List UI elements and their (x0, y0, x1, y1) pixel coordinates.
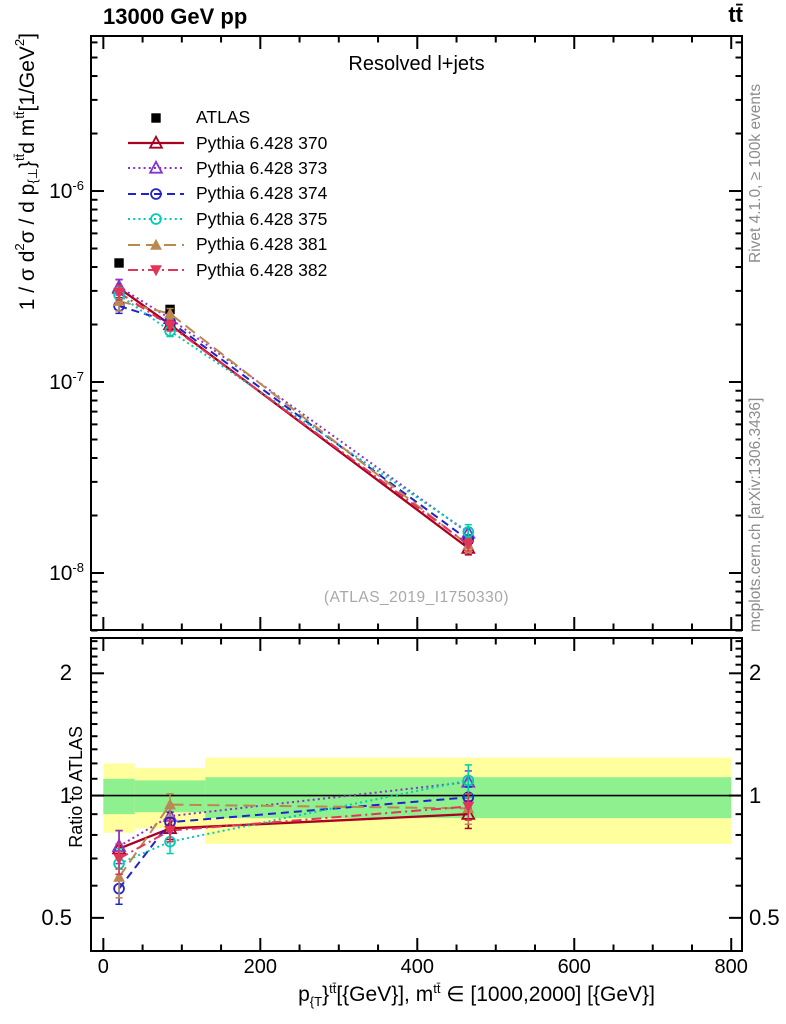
ratio-y-tick-label-left: 1 (59, 782, 72, 808)
main-y-tick-label: 10-8 (49, 560, 84, 585)
legend-label: Pythia 6.428 375 (196, 208, 328, 229)
legend-marker-4 (128, 213, 184, 226)
legend-marker-2 (128, 160, 184, 175)
legend-label: Pythia 6.428 374 (196, 183, 328, 204)
x-tick-label: 600 (557, 956, 591, 978)
mcplots-reference-note: mcplots.cern.ch [arXiv:1306.3436] (747, 397, 764, 632)
legend-marker-6 (128, 265, 184, 277)
legend-label: Pythia 6.428 381 (196, 234, 328, 255)
ratio-y-tick-label-left: 0.5 (41, 904, 72, 930)
ratio-y-tick-label-right: 0.5 (749, 904, 780, 930)
legend-label: ATLAS (196, 107, 251, 128)
x-tick-label: 0 (97, 956, 109, 978)
process-title: tt̄ (728, 2, 743, 27)
legend-item-pythia-6-428-374: Pythia 6.428 374 (127, 181, 327, 206)
legend-item-pythia-6-428-382: Pythia 6.428 382 (127, 257, 327, 282)
x-axis-label: p{T}tt̄[{GeV}], mtt̄ ∈ [1000,2000] [{GeV… (298, 981, 655, 1010)
plot-subtitle: Resolved l+jets (348, 53, 485, 75)
legend-label: Pythia 6.428 373 (196, 157, 328, 178)
legend-label: Pythia 6.428 382 (196, 259, 328, 280)
x-tick-label: 200 (243, 956, 277, 978)
legend-marker-5 (128, 238, 184, 250)
x-tick-label: 800 (714, 956, 748, 978)
ratio-plot-canvas (90, 637, 743, 952)
legend-marker-0 (151, 112, 161, 123)
legend: ATLAS Pythia 6.428 370 Pythia 6.428 373 Pyt… (127, 105, 327, 283)
beam-energy-title: 13000 GeV pp (103, 4, 248, 29)
ratio-y-tick-label-right: 2 (749, 660, 762, 686)
legend-item-atlas: ATLAS (127, 105, 327, 130)
legend-item-pythia-6-428-381: Pythia 6.428 381 (127, 232, 327, 257)
legend-label: Pythia 6.428 370 (196, 132, 328, 153)
legend-marker-1 (128, 134, 184, 149)
main-y-tick-label: 10-6 (49, 178, 84, 204)
main-y-tick-label: 10-7 (49, 369, 84, 394)
x-tick-label: 400 (400, 956, 434, 978)
analysis-watermark: (ATLAS_2019_I1750330) (323, 589, 510, 606)
ratio-y-tick-label-right: 1 (749, 782, 762, 808)
legend-marker-3 (128, 188, 184, 200)
main-plot-canvas (90, 35, 743, 632)
legend-item-pythia-6-428-375: Pythia 6.428 375 (127, 207, 327, 232)
rivet-version-note: Rivet 4.1.0, ≥ 100k events (747, 83, 764, 263)
legend-item-pythia-6-428-373: Pythia 6.428 373 (127, 156, 327, 181)
legend-item-pythia-6-428-370: Pythia 6.428 370 (127, 130, 327, 155)
ratio-y-tick-label-left: 2 (59, 660, 72, 686)
main-y-axis-label: 1 / σ d2σ / d p{⊥}tt̄d mtt̄[1/GeV2] (12, 33, 41, 311)
